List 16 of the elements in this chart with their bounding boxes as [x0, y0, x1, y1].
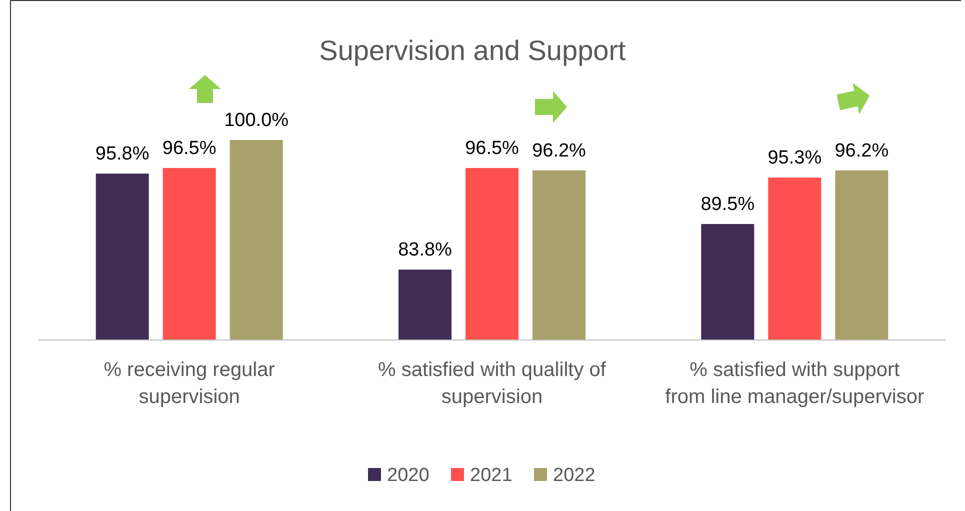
x-tick-label: % satisfied with qualilty of supervision — [378, 359, 606, 408]
data-label: 95.3% — [768, 148, 822, 169]
legend-label: 2021 — [470, 465, 512, 486]
data-label: 89.5% — [700, 194, 755, 215]
data-label: 95.8% — [95, 144, 150, 165]
data-label: 96.2% — [532, 140, 586, 162]
legend-label: 2020 — [387, 465, 430, 486]
data-label: 96.5% — [465, 138, 520, 159]
x-tick-label: % satisfied with support from line manager/supervisor — [665, 359, 924, 408]
x-tick-label: % receiving regular supervision — [104, 359, 276, 408]
legend-label: 2022 — [553, 465, 596, 486]
chart-title: Supervision and Support — [319, 35, 626, 66]
data-label: 96.2% — [834, 140, 889, 162]
data-label: 83.8% — [398, 240, 452, 261]
data-label: 100.0% — [224, 110, 289, 131]
data-label: 96.5% — [162, 138, 216, 159]
